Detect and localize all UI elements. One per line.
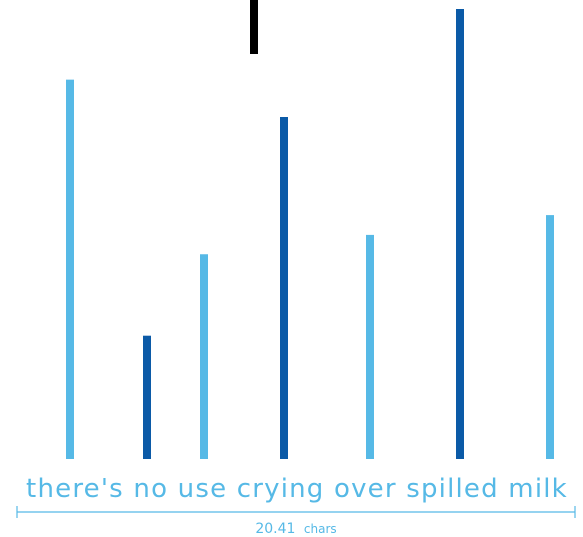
- bar-5: [280, 117, 288, 459]
- phrase-label: there's no use crying over spilled milk: [26, 474, 568, 504]
- measure-bracket: 20.41 chars: [16, 506, 576, 537]
- bar-6: [366, 234, 374, 459]
- measure-label: 20.41 chars: [255, 521, 336, 537]
- bar-8: [546, 215, 554, 459]
- measure-value: 20.41: [255, 521, 295, 537]
- bar-4: [250, 0, 258, 54]
- measure-unit: chars: [304, 522, 337, 536]
- bar-3: [200, 254, 208, 459]
- bar-1: [66, 79, 74, 460]
- bar-2: [143, 335, 151, 459]
- bar-group: [66, 0, 554, 460]
- bar-7: [456, 9, 464, 459]
